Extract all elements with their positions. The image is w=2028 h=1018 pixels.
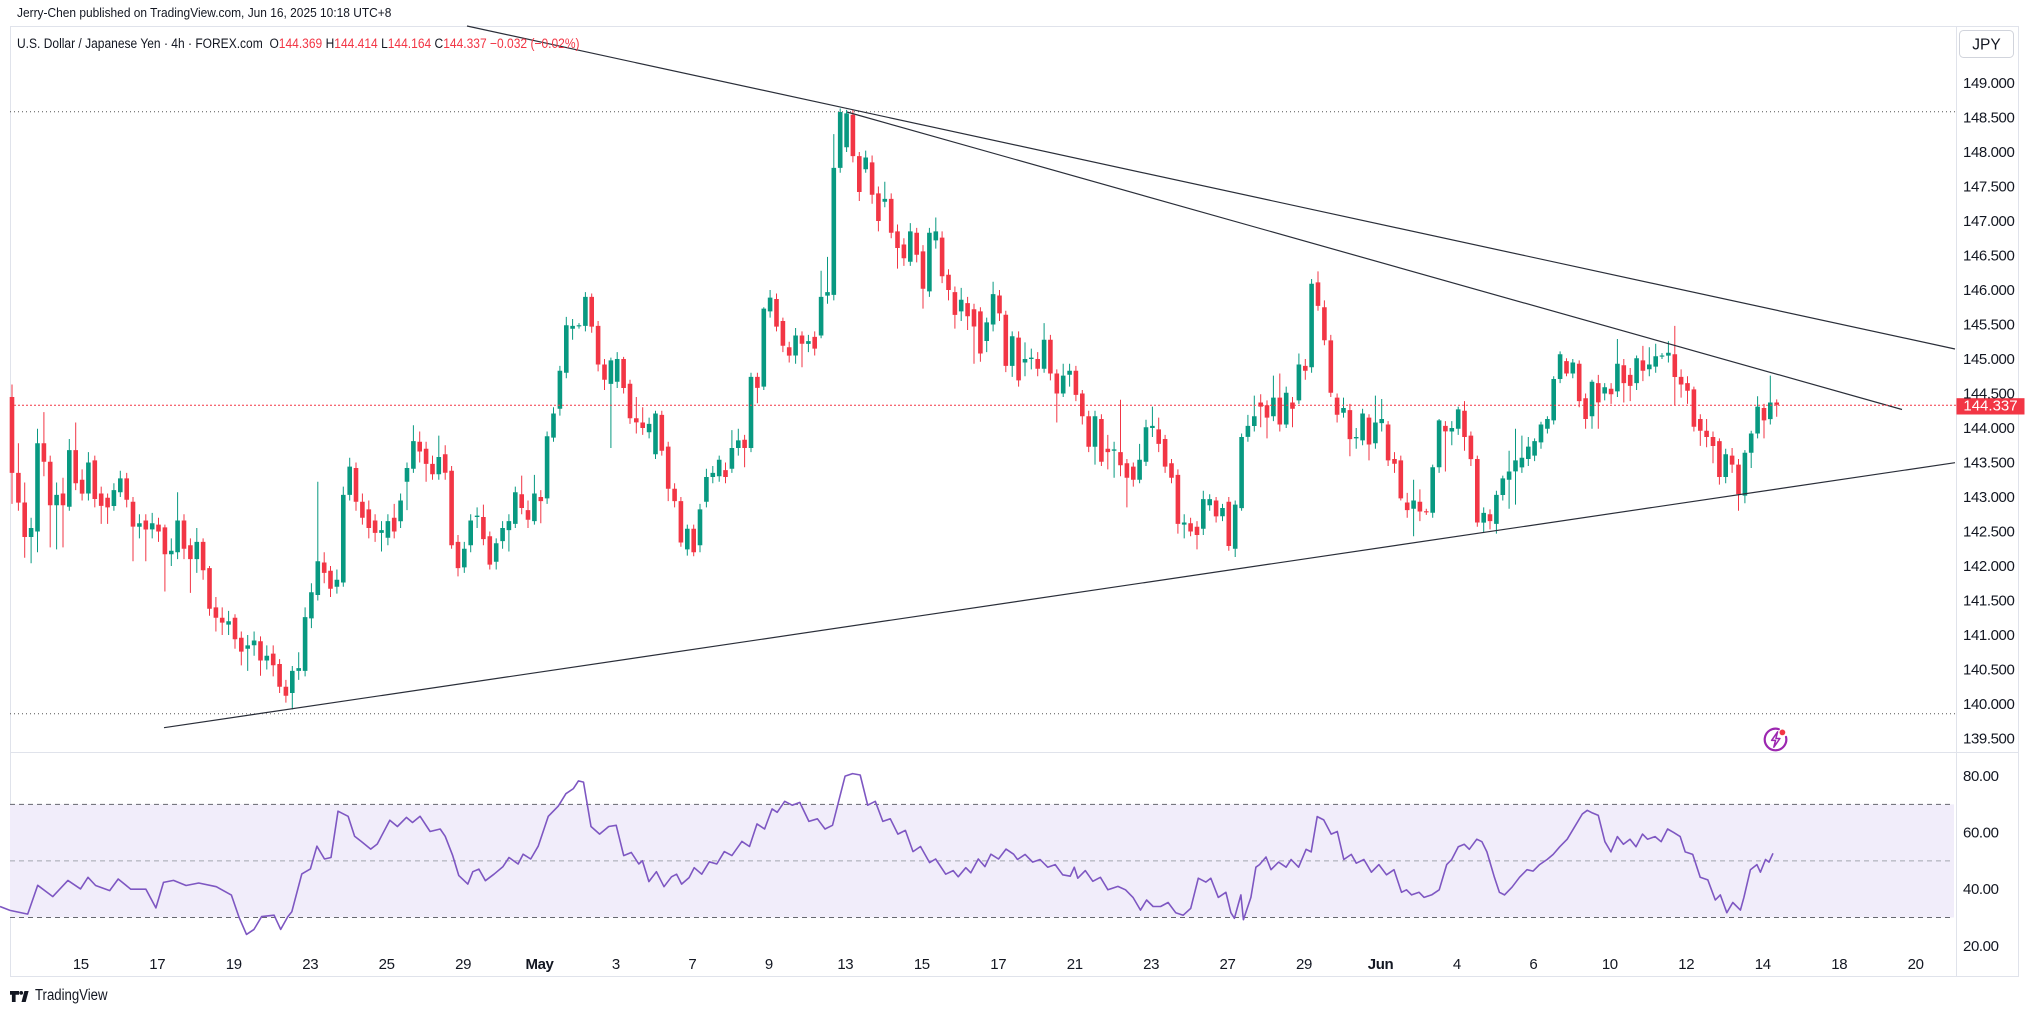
svg-text:Jun: Jun — [1368, 956, 1394, 973]
svg-text:6: 6 — [1529, 956, 1537, 973]
svg-text:147.000: 147.000 — [1963, 213, 2014, 230]
svg-text:143.500: 143.500 — [1963, 455, 2014, 472]
svg-text:14: 14 — [1755, 956, 1771, 973]
svg-text:149.000: 149.000 — [1963, 75, 2014, 92]
svg-text:29: 29 — [455, 956, 471, 973]
svg-text:23: 23 — [1143, 956, 1159, 973]
svg-text:147.500: 147.500 — [1963, 179, 2014, 196]
svg-text:40.00: 40.00 — [1963, 881, 1999, 898]
svg-text:142.000: 142.000 — [1963, 558, 2014, 575]
svg-text:146.500: 146.500 — [1963, 248, 2014, 265]
svg-text:May: May — [526, 956, 555, 973]
svg-text:13: 13 — [837, 956, 853, 973]
svg-text:21: 21 — [1067, 956, 1083, 973]
svg-text:19: 19 — [226, 956, 242, 973]
svg-text:9: 9 — [765, 956, 773, 973]
svg-text:144.337: 144.337 — [1963, 398, 2017, 415]
svg-text:141.000: 141.000 — [1963, 627, 2014, 644]
svg-text:15: 15 — [73, 956, 89, 973]
svg-text:144.000: 144.000 — [1963, 420, 2014, 437]
svg-text:139.500: 139.500 — [1963, 731, 2014, 748]
svg-text:4: 4 — [1453, 956, 1461, 973]
svg-text:27: 27 — [1220, 956, 1236, 973]
svg-text:140.000: 140.000 — [1963, 696, 2014, 713]
svg-text:145.000: 145.000 — [1963, 351, 2014, 368]
svg-text:80.00: 80.00 — [1963, 768, 1999, 785]
svg-text:144.500: 144.500 — [1963, 386, 2014, 403]
svg-text:15: 15 — [914, 956, 930, 973]
svg-text:17: 17 — [149, 956, 165, 973]
svg-text:29: 29 — [1296, 956, 1312, 973]
svg-text:142.500: 142.500 — [1963, 524, 2014, 541]
svg-text:145.500: 145.500 — [1963, 317, 2014, 334]
svg-text:148.500: 148.500 — [1963, 110, 2014, 127]
svg-text:12: 12 — [1678, 956, 1694, 973]
svg-text:7: 7 — [688, 956, 696, 973]
svg-text:146.000: 146.000 — [1963, 282, 2014, 299]
svg-text:JPY: JPY — [1972, 37, 2000, 54]
svg-text:143.000: 143.000 — [1963, 489, 2014, 506]
svg-text:17: 17 — [990, 956, 1006, 973]
svg-text:20.00: 20.00 — [1963, 938, 1999, 955]
svg-text:25: 25 — [379, 956, 395, 973]
svg-text:23: 23 — [302, 956, 318, 973]
svg-text:140.500: 140.500 — [1963, 662, 2014, 679]
svg-text:60.00: 60.00 — [1963, 825, 1999, 842]
svg-text:18: 18 — [1831, 956, 1847, 973]
svg-text:141.500: 141.500 — [1963, 593, 2014, 610]
svg-text:3: 3 — [612, 956, 620, 973]
svg-text:10: 10 — [1602, 956, 1618, 973]
svg-text:148.000: 148.000 — [1963, 144, 2014, 161]
svg-text:20: 20 — [1908, 956, 1924, 973]
